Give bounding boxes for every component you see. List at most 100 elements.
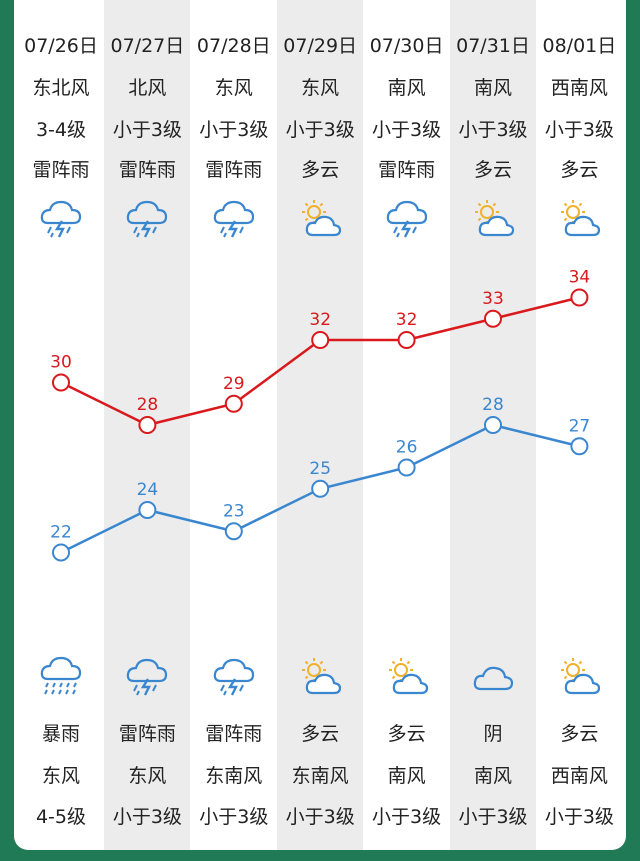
partly-cloudy-icon bbox=[297, 653, 343, 699]
night-wind-level: 小于3级 bbox=[458, 806, 528, 828]
thunderstorm-icon bbox=[211, 653, 257, 699]
day-column: 07/28日 东风 小于3级 雷阵雨 雷阵雨 东南风 小于3级 bbox=[191, 0, 277, 850]
low-temp-label: 24 bbox=[137, 480, 159, 500]
day-weather-label: 多云 bbox=[473, 159, 512, 181]
day-wind-level: 小于3级 bbox=[199, 119, 269, 141]
high-temp-label: 32 bbox=[396, 310, 418, 330]
high-temp-point bbox=[224, 394, 243, 413]
day-column: 07/31日 南风 小于3级 多云阴南风 小于3级 bbox=[450, 0, 536, 850]
partly-cloudy-icon bbox=[556, 195, 602, 241]
low-temp-point bbox=[311, 479, 330, 498]
partly-cloudy-icon bbox=[470, 195, 516, 241]
date-label: 07/30日 bbox=[369, 35, 444, 57]
high-temp-point bbox=[484, 309, 502, 328]
day-column-shade bbox=[277, 0, 364, 850]
day-wind-direction: 西南风 bbox=[550, 77, 608, 99]
night-wind-level: 小于3级 bbox=[372, 806, 442, 828]
heavy-rain-icon bbox=[38, 653, 84, 699]
night-wind-direction: 东风 bbox=[41, 765, 80, 787]
thunderstorm-icon bbox=[211, 195, 257, 241]
high-temp-point bbox=[52, 373, 70, 392]
high-temp-label: 33 bbox=[482, 289, 504, 309]
high-temp-label: 29 bbox=[223, 374, 245, 394]
date-label: 07/29日 bbox=[283, 35, 358, 57]
day-wind-direction: 北风 bbox=[128, 77, 167, 99]
day-wind-level: 小于3级 bbox=[458, 119, 528, 141]
day-column: 07/27日 北风 小于3级 雷阵雨 雷阵雨 东风 小于3级 bbox=[104, 0, 190, 850]
high-temp-point bbox=[311, 331, 330, 349]
night-weather-label: 雷阵雨 bbox=[205, 723, 263, 745]
date-label: 07/28日 bbox=[196, 35, 271, 57]
day-column: 08/01日 西南风 小于3级 多云 多云 西南风 小于3级 bbox=[536, 0, 622, 850]
thunderstorm-icon bbox=[124, 195, 170, 241]
low-temp-point bbox=[570, 437, 589, 456]
low-temp-label: 23 bbox=[223, 501, 245, 521]
night-wind-direction: 东南风 bbox=[205, 765, 263, 787]
high-temp-label: 32 bbox=[309, 310, 331, 330]
high-temp-point bbox=[138, 416, 157, 434]
high-temp-label: 30 bbox=[50, 353, 72, 373]
thunderstorm-icon bbox=[384, 195, 430, 241]
high-temp-label: 28 bbox=[137, 395, 159, 415]
night-weather-label: 阴 bbox=[483, 723, 503, 745]
night-weather-label: 多云 bbox=[387, 723, 426, 745]
day-column: 07/29日 东风 小于3级 多云 多云 东南风 小于3级 bbox=[277, 0, 363, 850]
day-weather-label: 多云 bbox=[560, 159, 599, 181]
day-column: 07/30日 南风 小于3级 雷阵雨 多云 南风 小于3级 bbox=[364, 0, 450, 850]
night-weather-label: 多云 bbox=[301, 723, 340, 745]
night-wind-level: 小于3级 bbox=[544, 806, 614, 828]
day-wind-direction: 南风 bbox=[387, 77, 426, 99]
night-wind-level: 小于3级 bbox=[285, 806, 355, 828]
high-temp-point bbox=[570, 288, 589, 307]
date-label: 08/01日 bbox=[542, 35, 617, 57]
low-temp-label: 26 bbox=[396, 438, 418, 458]
high-temp-point bbox=[397, 331, 416, 349]
forecast-panel: 07/26日 东北风 3-4级 雷阵雨 暴雨 东风 4-5级 07/27日 北风 小于3级 雷阵雨雷… bbox=[14, 0, 626, 850]
day-wind-level: 小于3级 bbox=[372, 119, 442, 141]
day-wind-direction: 东风 bbox=[301, 77, 340, 99]
date-label: 07/31日 bbox=[456, 35, 530, 57]
night-wind-level: 小于3级 bbox=[112, 806, 182, 828]
night-wind-direction: 南风 bbox=[387, 765, 426, 787]
day-weather-label: 雷阵雨 bbox=[118, 159, 176, 181]
low-temp-point bbox=[224, 522, 243, 541]
thunderstorm-icon bbox=[124, 653, 170, 699]
night-wind-direction: 西南风 bbox=[550, 765, 608, 787]
date-label: 07/26日 bbox=[24, 35, 98, 57]
low-temp-label: 22 bbox=[50, 523, 72, 543]
day-wind-level: 3-4级 bbox=[35, 119, 87, 141]
day-wind-direction: 南风 bbox=[473, 77, 512, 99]
low-temp-label: 27 bbox=[569, 416, 591, 436]
day-column: 07/26日 东北风 3-4级雷阵雨暴雨东风 4-5级 bbox=[18, 0, 104, 850]
thunderstorm-icon bbox=[38, 195, 84, 241]
night-weather-label: 多云 bbox=[560, 723, 599, 745]
day-wind-level: 小于3级 bbox=[112, 119, 182, 141]
date-label: 07/27日 bbox=[110, 35, 185, 57]
low-temp-point bbox=[52, 543, 70, 562]
night-weather-label: 暴雨 bbox=[41, 723, 80, 745]
high-temp-label: 34 bbox=[569, 268, 591, 288]
day-wind-direction: 东北风 bbox=[32, 77, 90, 99]
night-wind-level: 小于3级 bbox=[199, 806, 269, 828]
low-temp-point bbox=[484, 416, 502, 434]
low-temp-point bbox=[397, 458, 416, 477]
day-wind-level: 小于3级 bbox=[285, 119, 355, 141]
night-wind-level: 4-5级 bbox=[35, 806, 87, 828]
day-wind-level: 小于3级 bbox=[544, 119, 614, 141]
cloudy-icon bbox=[470, 653, 516, 699]
temperature-chart: 30 28 29 32 32 33 34 22 24 23 25 26 28 27 bbox=[50, 268, 591, 562]
day-weather-label: 雷阵雨 bbox=[205, 159, 263, 181]
day-weather-label: 雷阵雨 bbox=[32, 159, 90, 181]
night-wind-direction: 东南风 bbox=[291, 765, 349, 787]
night-weather-label: 雷阵雨 bbox=[118, 723, 176, 745]
partly-cloudy-icon bbox=[556, 653, 602, 699]
partly-cloudy-icon bbox=[384, 653, 430, 699]
day-weather-label: 多云 bbox=[301, 159, 340, 181]
day-wind-direction: 东风 bbox=[214, 77, 253, 99]
partly-cloudy-icon bbox=[297, 195, 343, 241]
low-temp-point bbox=[138, 501, 157, 519]
night-wind-direction: 南风 bbox=[473, 765, 512, 787]
night-wind-direction: 东风 bbox=[128, 765, 167, 787]
low-temp-label: 25 bbox=[309, 459, 331, 479]
low-temp-label: 28 bbox=[482, 395, 504, 415]
